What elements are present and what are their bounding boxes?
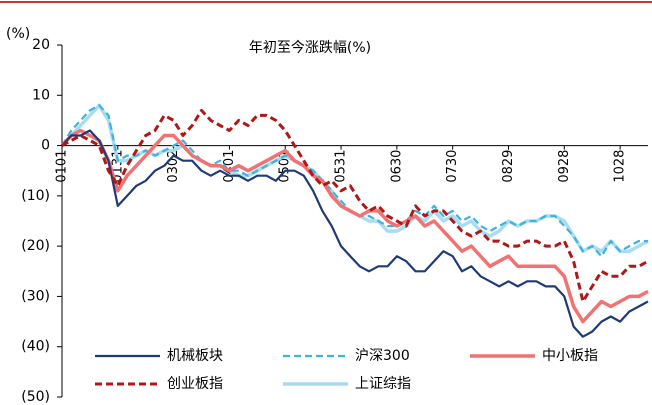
legend-label: 创业板指 [167, 376, 223, 392]
y-tick-label: 10 [32, 87, 50, 103]
series-line [61, 129, 649, 338]
y-tick-label: (20) [21, 238, 50, 254]
legend-label: 机械板块 [167, 348, 223, 364]
legend-label: 中小板指 [542, 348, 598, 364]
y-tick-label: 20 [32, 37, 50, 53]
y-tick-label: 0 [41, 138, 50, 154]
chart-title: 年初至今涨跌幅(%) [249, 39, 371, 56]
y-axis-label: (%) [6, 26, 30, 42]
legend-label: 上证综指 [355, 376, 411, 392]
series-line [61, 108, 649, 303]
x-tick-label: 0630 [389, 150, 404, 183]
x-tick-label: 0829 [501, 150, 516, 183]
x-tick-label: 0928 [557, 150, 572, 183]
y-tick-label: (40) [21, 339, 50, 355]
x-tick-label: 0101 [55, 150, 70, 183]
x-tick-label: 0531 [334, 150, 349, 183]
x-tick-label: 1028 [613, 150, 628, 183]
series-line [60, 128, 649, 324]
y-tick-label: (50) [21, 389, 50, 405]
x-tick-label: 0730 [445, 150, 460, 183]
y-tick-label: (10) [21, 188, 50, 204]
series-line [61, 104, 648, 258]
legend-label: 沪深300 [355, 348, 410, 364]
y-tick-label: (30) [21, 288, 50, 304]
